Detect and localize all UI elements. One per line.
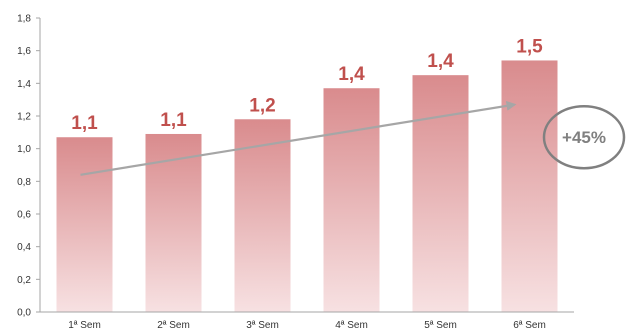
bar-data-label: 1,5 (516, 36, 543, 57)
x-category-label: 1ª Sem (68, 320, 101, 331)
bar (234, 119, 291, 313)
x-category-label: 6ª Sem (513, 320, 546, 331)
y-tick-label: 0,2 (17, 275, 31, 286)
bar (56, 137, 113, 312)
y-tick-label: 0,8 (17, 177, 31, 188)
x-category-label: 2ª Sem (157, 320, 190, 331)
callout-ellipse (542, 104, 626, 170)
x-category-label: 5ª Sem (424, 320, 457, 331)
y-tick-label: 1,6 (17, 46, 31, 57)
bars (56, 60, 558, 313)
y-tick-label: 1,0 (17, 144, 31, 155)
bar-data-label: 1,2 (249, 95, 275, 116)
trend-arrow (80, 100, 517, 176)
bar (412, 75, 469, 313)
y-tick-label: 1,4 (17, 79, 31, 90)
y-tick-label: 1,8 (17, 14, 31, 25)
y-tick-label: 0,6 (17, 210, 31, 221)
bar-data-label: 1,4 (338, 64, 365, 85)
y-tick-label: 0,4 (17, 242, 31, 253)
x-category-label: 4ª Sem (335, 320, 368, 331)
bar (323, 88, 380, 312)
bar-data-label: 1,1 (160, 110, 187, 131)
y-tick-label: 0,0 (17, 308, 31, 319)
y-axis: 0,0 0,2 0,4 0,6 0,8 1,0 1,2 1,4 1,6 1,8 (17, 14, 41, 319)
data-labels: 1,1 1,1 1,2 1,4 1,4 1,5 (71, 36, 543, 134)
y-tick-label: 1,2 (17, 112, 31, 123)
annotations: +45% (80, 100, 626, 176)
bar-data-label: 1,4 (427, 51, 454, 72)
bar-data-label: 1,1 (71, 113, 98, 134)
bar (501, 60, 558, 312)
x-category-label: 3ª Sem (246, 320, 279, 331)
callout-text: +45% (562, 128, 606, 147)
x-axis: 1ª Sem 2ª Sem 3ª Sem 4ª Sem 5ª Sem 6ª Sem (40, 311, 574, 331)
